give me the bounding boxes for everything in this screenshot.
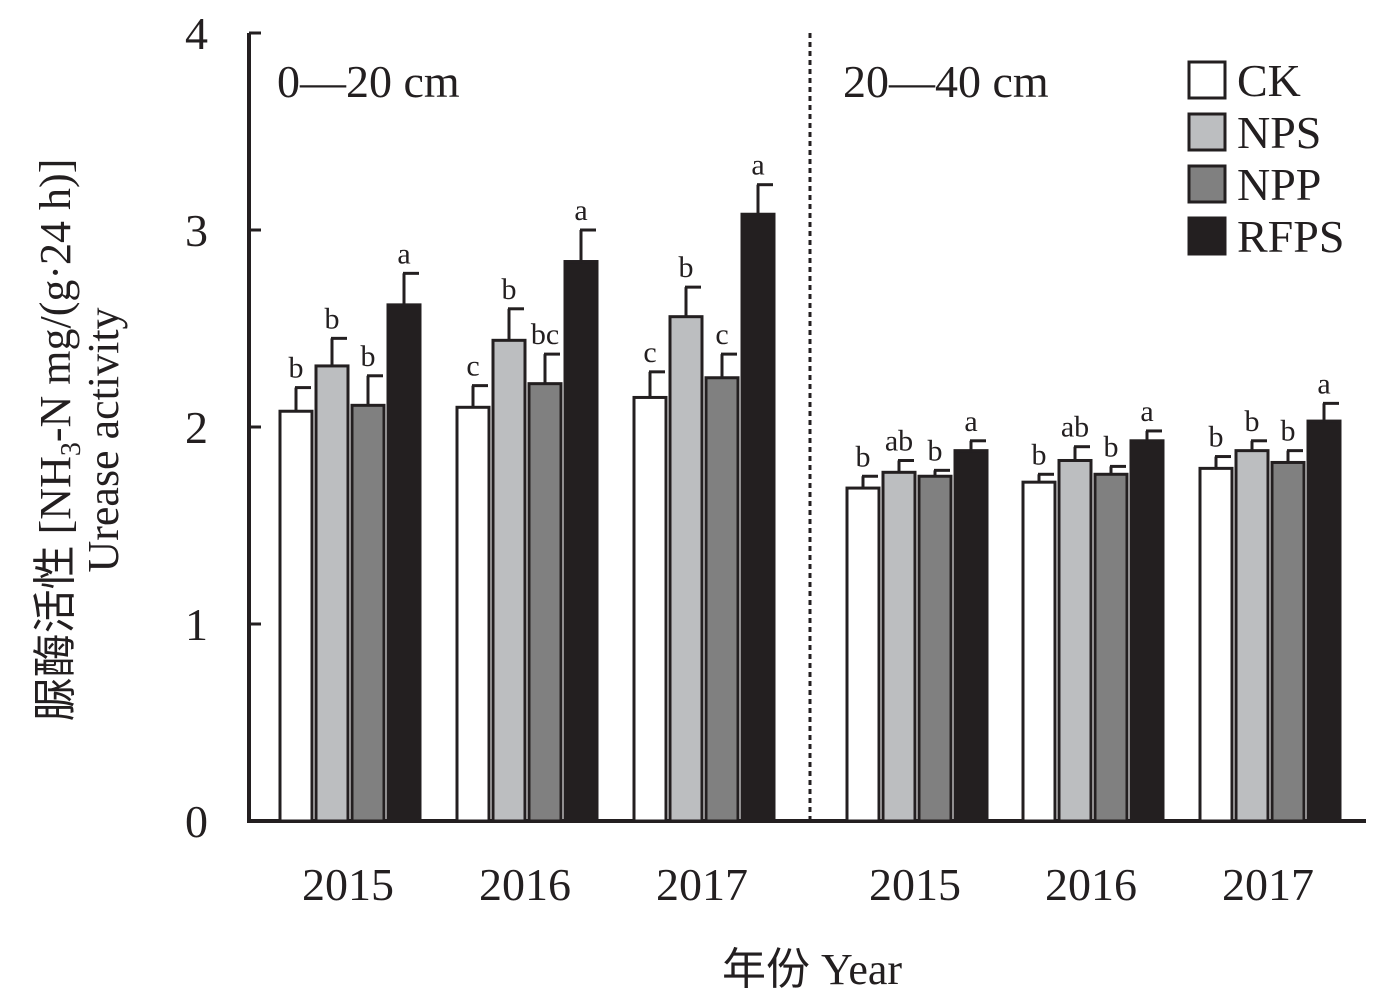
bar xyxy=(350,403,386,823)
bar xyxy=(740,212,776,823)
legend-swatch xyxy=(1187,216,1227,256)
bar xyxy=(1306,419,1342,823)
significance-letter: b xyxy=(1104,430,1119,463)
significance-letter: b xyxy=(1245,405,1260,438)
legend-label: RFPS xyxy=(1237,211,1344,262)
y-tick-label: 0 xyxy=(185,796,208,847)
bar xyxy=(953,449,989,823)
significance-letter: b xyxy=(325,302,340,335)
significance-letter: c xyxy=(643,336,656,369)
significance-letter: b xyxy=(1032,438,1047,471)
x-tick-label: 2017 xyxy=(656,859,748,910)
y-axis-title-en: Urease activity xyxy=(79,307,128,572)
bar xyxy=(704,376,740,823)
significance-letter: c xyxy=(715,318,728,351)
x-tick-label: 2015 xyxy=(869,859,961,910)
bar xyxy=(1198,466,1234,823)
significance-letter: a xyxy=(964,405,977,438)
significance-letter: a xyxy=(1140,395,1153,428)
x-tick-label: 2016 xyxy=(1045,859,1137,910)
panel-label: 20—40 cm xyxy=(843,56,1049,107)
significance-letter: b xyxy=(502,273,517,306)
bar xyxy=(1021,480,1057,823)
significance-letter: a xyxy=(574,194,587,227)
significance-letter: a xyxy=(751,149,764,182)
bar xyxy=(563,260,599,823)
legend-label: CK xyxy=(1237,55,1301,106)
significance-letter: a xyxy=(397,237,410,270)
legend-swatch xyxy=(1187,60,1227,100)
bar xyxy=(1129,439,1165,823)
significance-letter: b xyxy=(928,434,943,467)
y-tick-label: 4 xyxy=(185,8,208,59)
x-tick-label: 2017 xyxy=(1222,859,1314,910)
bar xyxy=(917,474,953,823)
bar xyxy=(491,338,527,823)
y-tick-label: 2 xyxy=(185,402,208,453)
significance-letter: ab xyxy=(1061,411,1089,444)
bar xyxy=(1057,458,1093,823)
legend-label: NPS xyxy=(1237,107,1321,158)
bar xyxy=(845,486,881,823)
y-tick-label: 3 xyxy=(185,205,208,256)
panel-label: 0—20 cm xyxy=(277,56,460,107)
bar xyxy=(881,470,917,823)
significance-letter: c xyxy=(466,350,479,383)
bar xyxy=(632,395,668,823)
significance-letter: b xyxy=(1209,421,1224,454)
y-axis-title-cn: 脲酶活性 [NH3-N mg/(g·24 h)] xyxy=(31,159,87,722)
bar xyxy=(455,405,491,823)
bar xyxy=(386,303,422,823)
bar xyxy=(527,382,563,823)
legend-label: NPP xyxy=(1237,159,1321,210)
significance-letter: ab xyxy=(885,424,913,457)
significance-letter: b xyxy=(1281,415,1296,448)
legend-swatch xyxy=(1187,112,1227,152)
bar xyxy=(668,315,704,823)
bar xyxy=(1093,472,1129,823)
bar xyxy=(1270,460,1306,823)
legend-swatch xyxy=(1187,164,1227,204)
significance-letter: b xyxy=(679,251,694,284)
y-tick-label: 1 xyxy=(185,599,208,650)
y-axis-title: 脲酶活性 [NH3-N mg/(g·24 h)] Urease activity xyxy=(31,159,128,722)
x-axis-title: 年份 Year xyxy=(722,945,902,994)
significance-letter: a xyxy=(1317,367,1330,400)
bar xyxy=(314,364,350,823)
x-tick-label: 2015 xyxy=(302,859,394,910)
significance-letter: b xyxy=(856,440,871,473)
significance-letter: b xyxy=(289,352,304,385)
significance-letter: b xyxy=(361,340,376,373)
bar xyxy=(1234,449,1270,823)
bar xyxy=(278,409,314,823)
x-tick-label: 2016 xyxy=(479,859,571,910)
significance-letter: bc xyxy=(531,318,559,351)
